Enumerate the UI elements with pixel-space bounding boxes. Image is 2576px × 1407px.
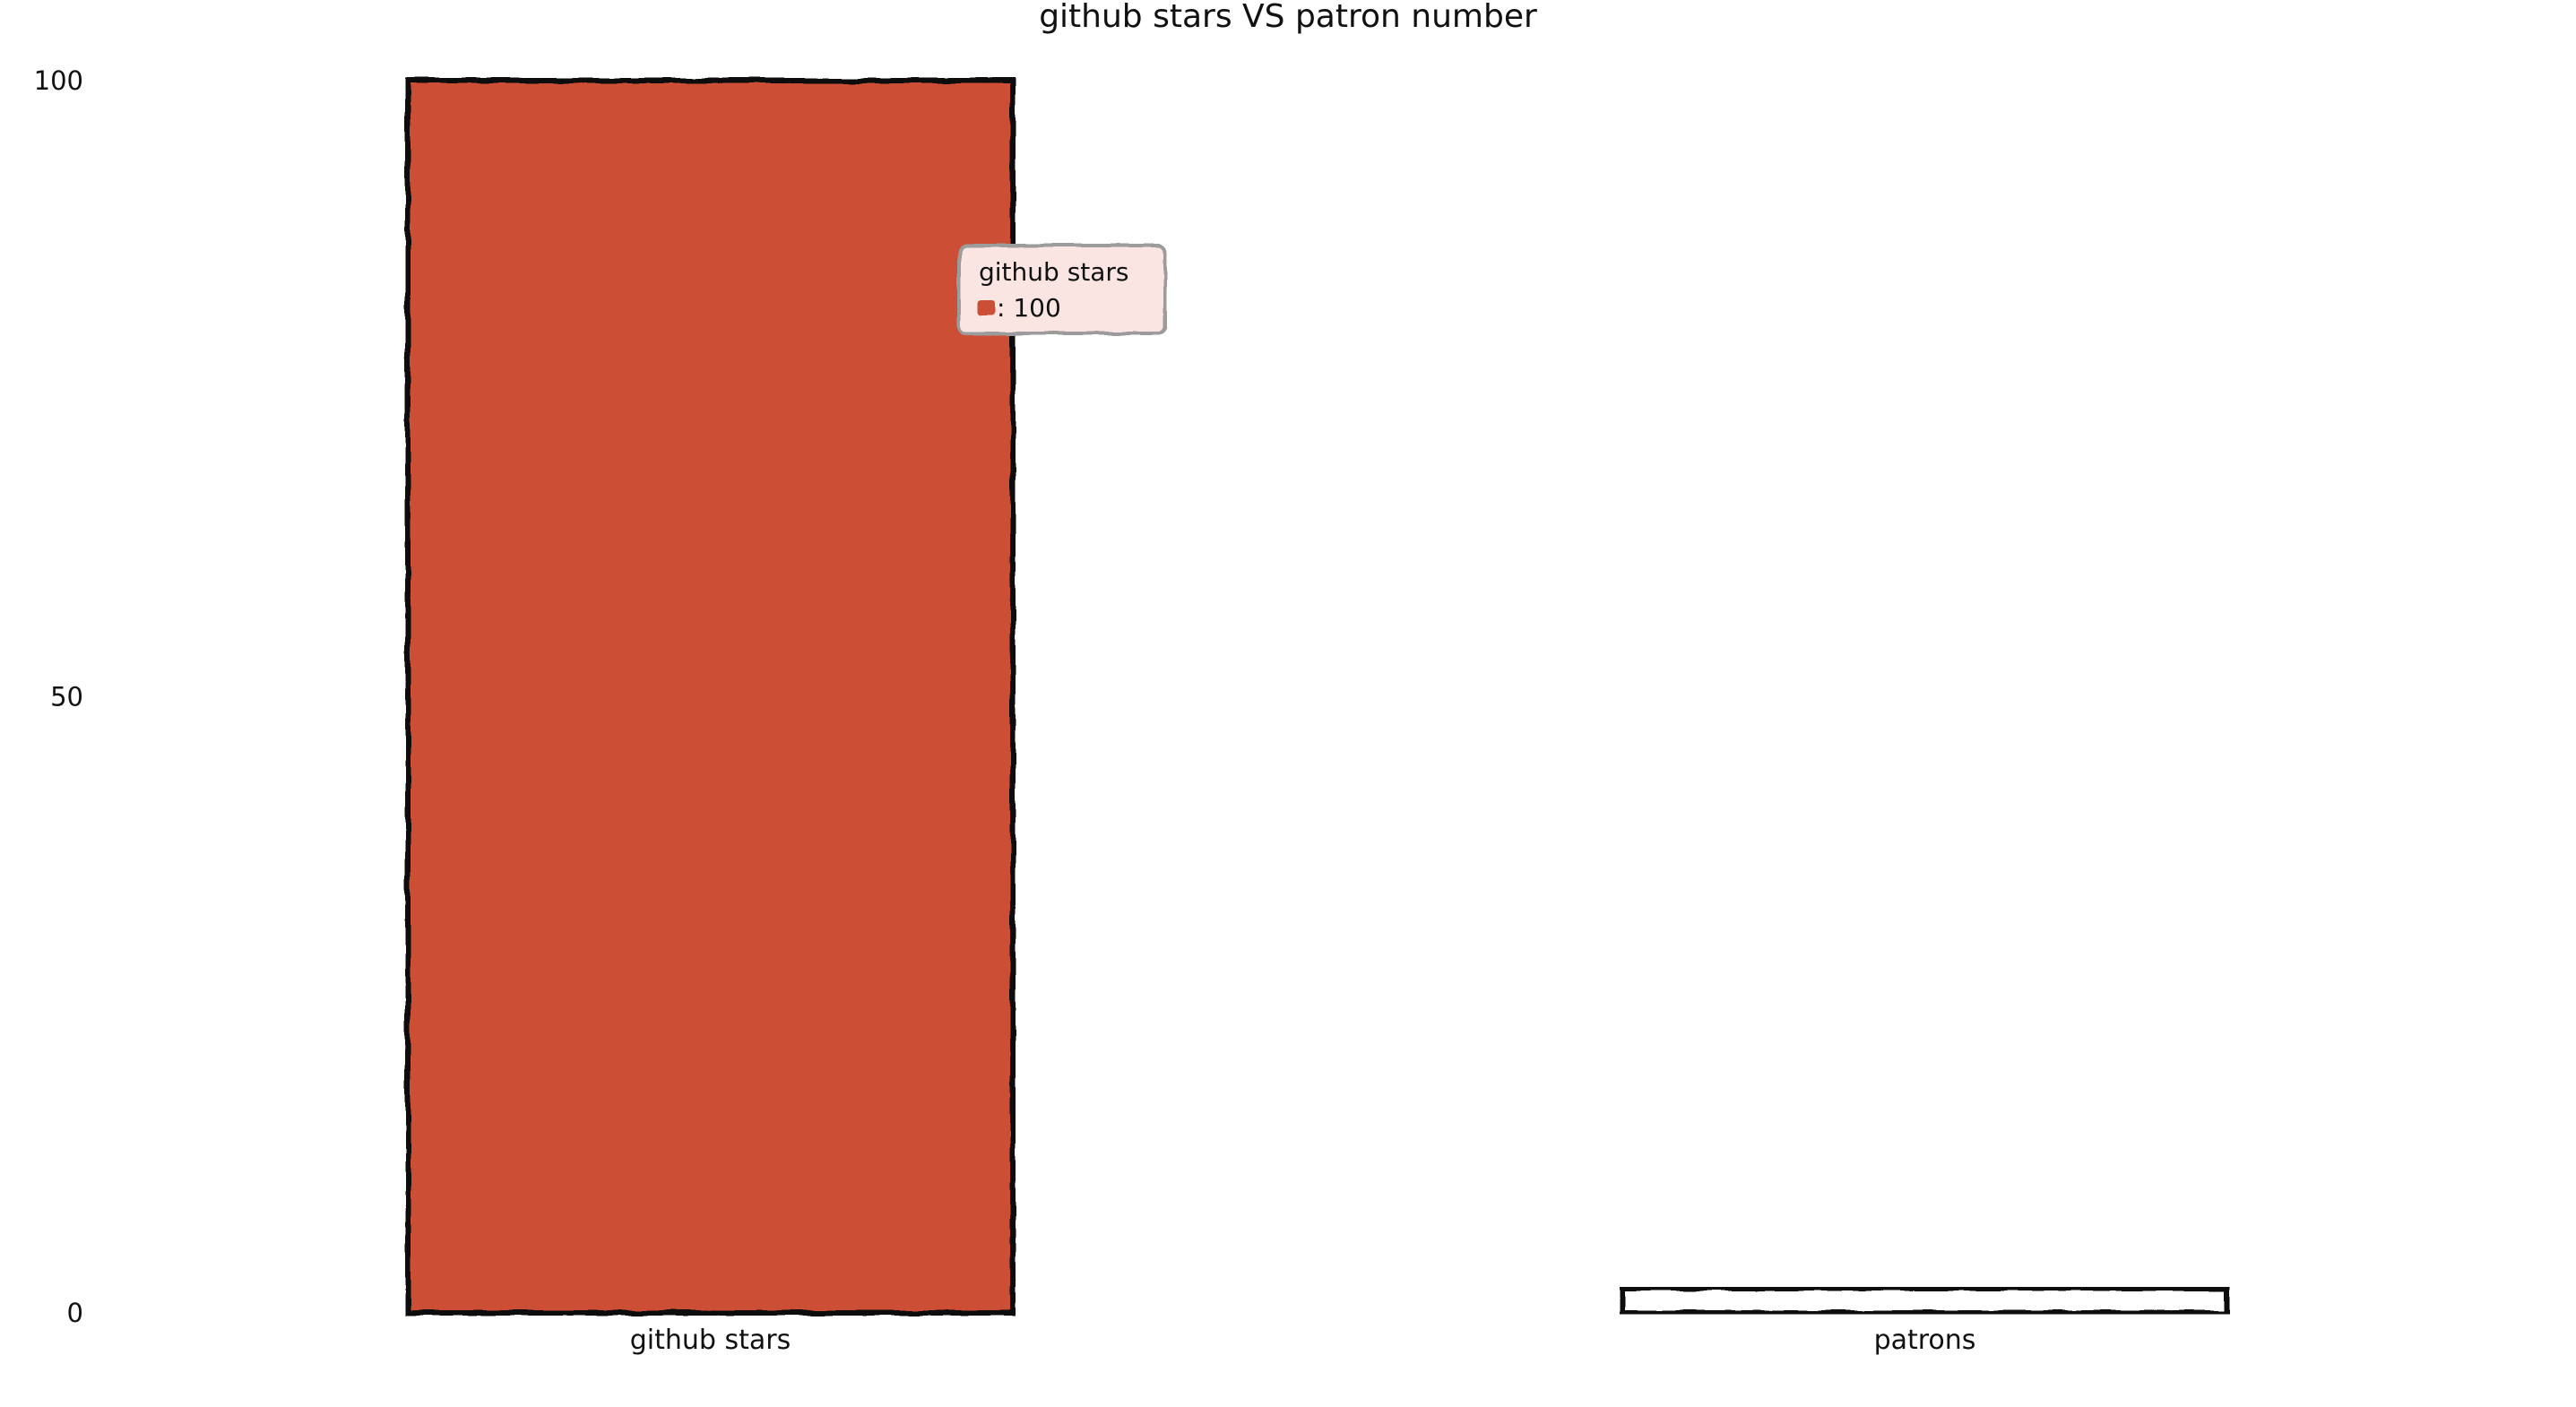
ticks-layer: 0 50 100 xyxy=(34,65,103,1328)
x-tick-label: patrons xyxy=(1874,1325,1976,1356)
tooltip-box xyxy=(957,244,1167,335)
y-tick-label: 50 xyxy=(50,682,83,712)
y-tick-label: 100 xyxy=(34,65,83,96)
bar-patrons[interactable] xyxy=(1620,1285,2230,1316)
x-tick-label: github stars xyxy=(630,1325,791,1356)
bar-github-stars[interactable] xyxy=(405,78,1016,1316)
tooltip-color-swatch xyxy=(977,300,995,316)
categories-layer: github stars patrons xyxy=(630,1325,1976,1356)
tooltip-value: : 100 xyxy=(997,293,1061,323)
tooltip: github stars : 100 xyxy=(957,244,1167,335)
bars-layer xyxy=(405,78,2230,1316)
y-tick-label: 0 xyxy=(67,1298,83,1328)
tooltip-title: github stars xyxy=(979,257,1129,287)
chart-title: github stars VS patron number xyxy=(1039,0,1537,35)
